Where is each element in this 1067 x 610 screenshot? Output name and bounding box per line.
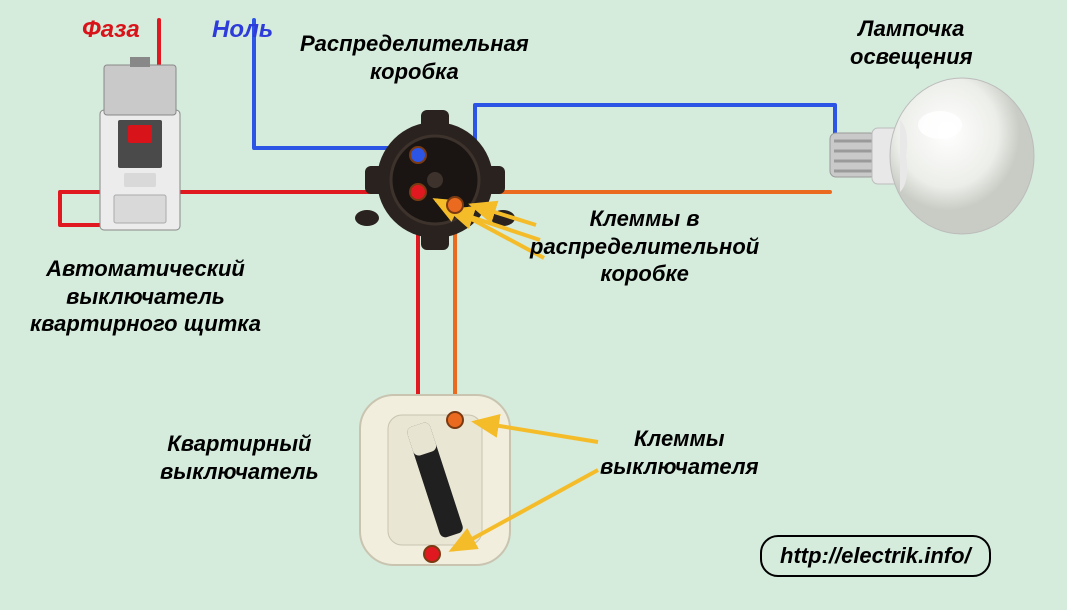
label-bulb: Лампочка освещения	[850, 15, 973, 70]
label-junction-box: Распределительная коробка	[300, 30, 529, 85]
label-jb-terminals: Клеммы в распределительной коробке	[530, 205, 759, 288]
label-switch: Квартирный выключатель	[160, 430, 319, 485]
label-neutral: Ноль	[212, 15, 273, 45]
label-breaker: Автоматический выключатель квартирного щ…	[30, 255, 261, 338]
label-phase: Фаза	[82, 15, 140, 45]
source-url-link[interactable]: http://electrik.info/	[760, 535, 991, 577]
label-sw-terminals: Клеммы выключателя	[600, 425, 759, 480]
wall-switch	[360, 395, 510, 565]
diagram-canvas: Фаза Ноль Распределительная коробка Ламп…	[0, 0, 1067, 610]
circuit-breaker	[100, 57, 180, 230]
